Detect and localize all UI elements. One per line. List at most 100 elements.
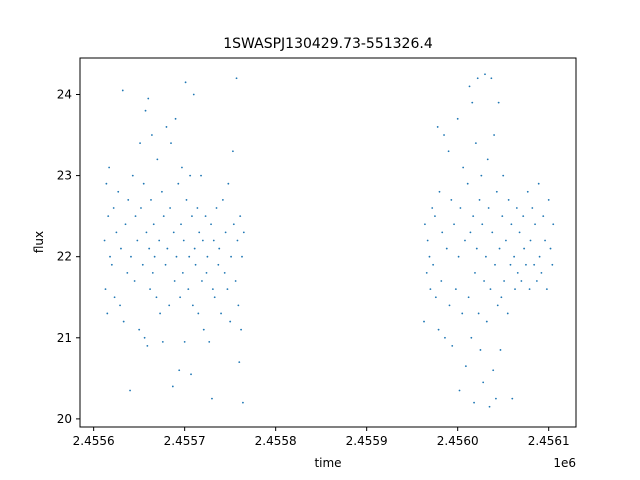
data-point [500,296,503,299]
data-point [534,223,536,226]
data-point [424,223,426,226]
chart-title: 1SWASPJ130429.73-551326.4 [223,36,433,52]
data-point [208,340,211,343]
x-tick-label: 2.4561 [528,434,570,448]
x-tick-label: 2.4557 [164,434,206,448]
data-point [106,312,109,315]
data-point [212,239,215,242]
data-point [525,263,527,266]
data-point [429,288,432,291]
data-point [423,320,425,323]
data-point [134,215,137,218]
data-point [142,182,145,185]
data-point [241,255,243,258]
data-point [507,199,510,201]
data-point [242,401,244,404]
data-point [441,231,444,234]
x-tick-label: 2.4558 [255,434,297,448]
data-point [124,223,127,226]
data-point [475,247,478,250]
data-point [445,247,448,250]
data-point [161,340,164,343]
data-point [481,223,484,226]
data-point [549,247,552,250]
data-point [185,199,188,201]
data-point [168,304,171,307]
data-point [485,255,487,258]
data-point [434,296,437,299]
y-axis-title: flux [32,231,46,253]
data-point [181,166,183,169]
data-point [213,296,216,299]
data-point [183,340,186,343]
data-point [158,239,161,242]
data-point [472,215,475,218]
data-point [469,231,472,234]
data-point [436,126,439,128]
data-point [240,328,242,331]
data-point [237,304,240,307]
data-point [467,296,470,299]
data-point [109,255,111,258]
data-point [133,280,136,282]
data-point [224,231,227,234]
y-axis: 20 21 22 23 24 [57,87,80,426]
data-point [104,288,107,291]
data-point [181,272,184,274]
data-point [113,296,116,299]
data-point [172,231,175,234]
data-point [486,158,489,161]
y-tick-label: 21 [57,331,72,345]
data-point [139,142,141,145]
data-point [177,182,180,185]
data-point [108,166,111,169]
data-point [542,215,545,218]
data-point [454,288,457,291]
x-axis-title: time [314,456,341,470]
data-point [434,215,436,218]
data-point [526,190,529,193]
data-point [164,263,167,266]
data-point [450,199,453,201]
data-point [122,320,125,323]
data-point [438,190,441,193]
data-point [503,280,505,282]
data-point [478,199,481,201]
data-point [506,312,509,315]
data-point [470,336,473,339]
data-point [145,231,148,234]
data-point [513,255,516,258]
data-point [491,231,494,234]
data-point [484,73,486,76]
data-point [173,280,176,282]
plot-frame [79,57,577,428]
data-point [179,296,182,299]
data-point [175,255,178,258]
data-point [426,239,429,242]
data-point [515,207,518,209]
data-point [551,263,554,266]
data-point [479,349,482,351]
data-point [545,288,548,291]
data-point [130,255,132,258]
data-point [193,247,196,250]
data-point [520,280,523,282]
data-point [166,247,169,250]
data-point [204,215,207,218]
data-point [451,345,454,347]
data-point [476,77,479,80]
data-point [155,296,158,299]
data-point [431,207,434,209]
data-point [196,207,199,209]
data-point [201,280,203,282]
data-point [153,255,156,258]
data-point [156,158,159,161]
data-point [495,397,497,400]
data-point [482,381,485,384]
data-point [497,101,500,104]
data-point [171,385,174,388]
data-point [440,280,443,282]
data-point [105,182,108,185]
x-tick-label: 2.4559 [346,434,388,448]
